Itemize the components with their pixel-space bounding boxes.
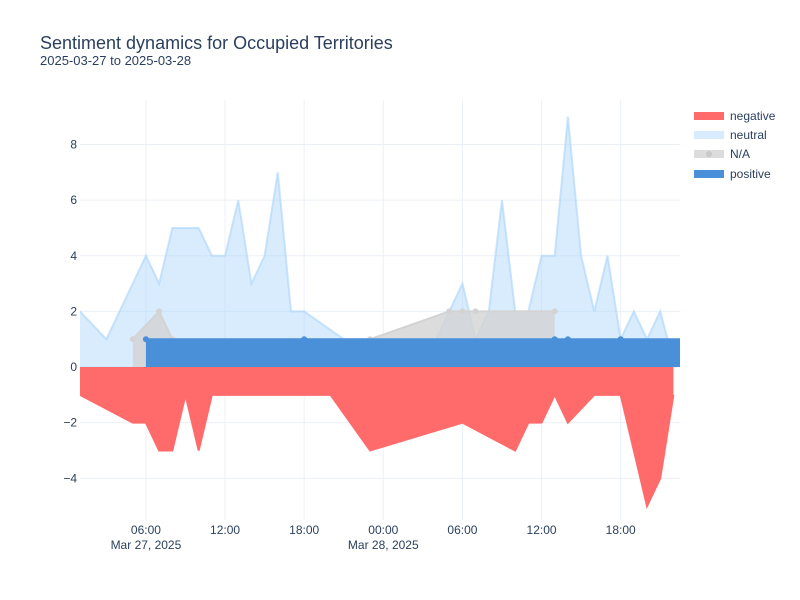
y-tick-label: −4: [63, 471, 77, 485]
data-point[interactable]: [446, 308, 453, 315]
data-point[interactable]: [156, 308, 163, 315]
legend-swatch: [694, 111, 724, 120]
legend-marker: [706, 170, 712, 177]
x-tick-date-label: Mar 28, 2025: [348, 538, 419, 552]
series-layer: [80, 116, 690, 510]
y-axis-ticks: −4 −2 0 2 4 6 8: [63, 138, 77, 486]
legend-marker: [706, 151, 712, 158]
legend-label: negative: [730, 108, 776, 123]
series-negative: [80, 367, 675, 510]
x-tick-date-label: Mar 27, 2025: [111, 538, 182, 552]
area-fill: [80, 367, 674, 507]
y-tick-label: 2: [70, 304, 77, 318]
legend-label: N/A: [730, 147, 751, 162]
legend-item-negative[interactable]: negative: [694, 106, 775, 125]
series-positive: [142, 336, 690, 368]
x-tick-label: 12:00: [210, 523, 240, 537]
area-fill: [80, 116, 674, 368]
legend-swatch: [694, 130, 724, 139]
legend-item-neutral[interactable]: neutral: [694, 125, 775, 144]
y-tick-label: 0: [70, 360, 77, 374]
x-tick-label: 18:00: [289, 523, 319, 537]
legend-item-n-a[interactable]: N/A: [694, 145, 775, 164]
gridlines: [80, 100, 680, 520]
x-tick-label: 06:00: [131, 523, 161, 537]
data-point[interactable]: [684, 336, 690, 342]
data-point[interactable]: [472, 308, 479, 315]
chart-title: Sentiment dynamics for Occupied Territor…: [40, 33, 393, 53]
x-tick-label: 00:00: [368, 523, 398, 537]
data-point[interactable]: [301, 336, 308, 343]
y-tick-label: 8: [70, 138, 77, 152]
legend-swatch-fill: [694, 111, 724, 120]
data-point[interactable]: [459, 308, 466, 315]
data-point[interactable]: [564, 336, 571, 343]
x-tick-label: 06:00: [447, 523, 477, 537]
series-neutral: [80, 116, 675, 368]
legend-item-positive[interactable]: positive: [694, 164, 775, 183]
legend-label: neutral: [730, 127, 767, 142]
data-point[interactable]: [551, 308, 558, 315]
chart-subtitle: 2025-03-27 to 2025-03-28: [40, 53, 192, 68]
data-point[interactable]: [551, 336, 558, 343]
data-point[interactable]: [142, 336, 149, 343]
legend-swatch: [694, 150, 724, 159]
y-tick-label: 4: [70, 249, 77, 263]
y-tick-label: 6: [70, 193, 77, 207]
y-tick-label: −2: [63, 416, 77, 430]
data-point[interactable]: [617, 336, 624, 343]
legend-label: positive: [730, 166, 771, 181]
x-tick-label: 18:00: [606, 523, 636, 537]
data-point[interactable]: [129, 336, 136, 343]
area-fill: [145, 339, 680, 368]
legend-swatch: [694, 169, 724, 178]
chart-legend: negative neutral N/A positive: [694, 106, 775, 183]
x-tick-label: 12:00: [527, 523, 557, 537]
legend-swatch-fill: [694, 130, 724, 139]
series-line: [80, 392, 675, 510]
